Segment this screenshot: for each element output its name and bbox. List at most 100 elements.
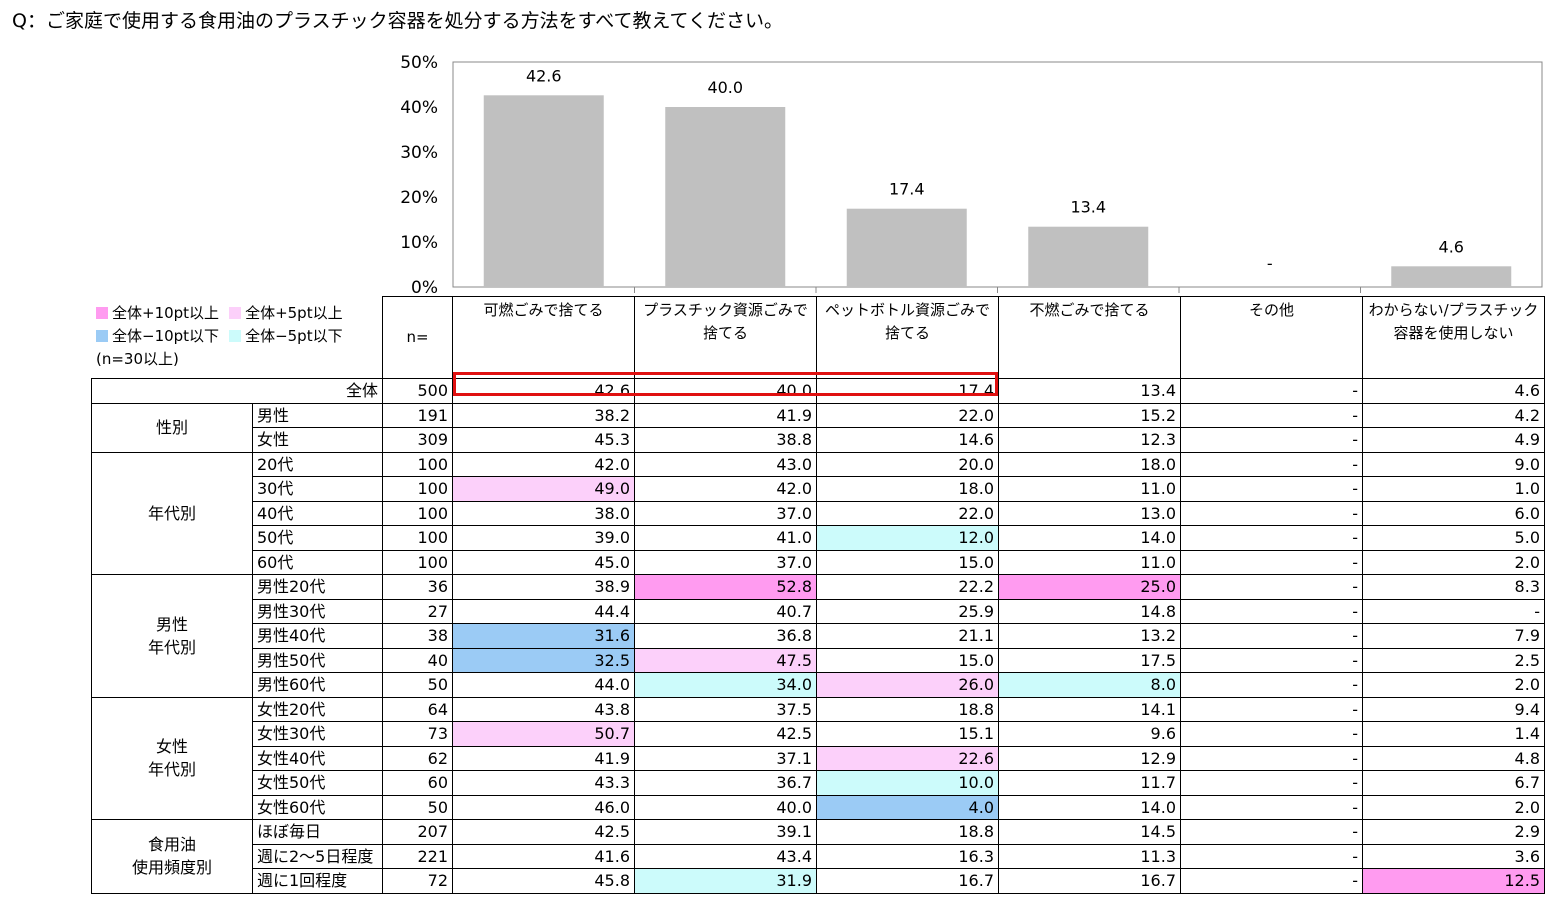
group-label: 年代別 — [91, 451, 253, 575]
column-header: その他 — [1180, 296, 1363, 379]
value-cell: 2.5 — [1362, 647, 1545, 673]
value-cell: 1.4 — [1362, 721, 1545, 747]
row-label: 女性60代 — [252, 794, 383, 820]
n-cell: 50 — [382, 794, 453, 820]
value-cell: 37.1 — [634, 745, 817, 771]
value-cell: 46.0 — [452, 794, 635, 820]
bar — [483, 95, 604, 287]
value-cell: 7.9 — [1362, 623, 1545, 649]
bar — [846, 208, 967, 287]
data-label: 17.4 — [889, 180, 925, 199]
value-cell: 9.0 — [1362, 451, 1545, 477]
table-row: 女性50代 60 43.3 36.7 10.0 11.7-6.7 — [92, 770, 1545, 796]
value-cell: 17.5 — [998, 647, 1181, 673]
value-cell: - — [1180, 476, 1363, 502]
row-label: 全体 — [91, 378, 383, 404]
row-label: 女性30代 — [252, 721, 383, 747]
value-cell: 25.9 — [816, 598, 999, 624]
row-label: 男性60代 — [252, 672, 383, 698]
value-cell: 3.6 — [1362, 843, 1545, 869]
value-cell: 14.0 — [998, 794, 1181, 820]
value-cell: - — [1180, 574, 1363, 600]
value-cell: 22.6 — [816, 745, 999, 771]
table-row: 男性60代 50 44.0 34.0 26.0 8.0-2.0 — [92, 672, 1545, 698]
n-cell: 100 — [382, 476, 453, 502]
value-cell: 39.0 — [452, 525, 635, 551]
table-row: 性別 男性 191 38.2 41.9 22.0 15.2-4.2 — [91, 402, 1545, 453]
value-cell: 40.7 — [634, 598, 817, 624]
value-cell: - — [1180, 500, 1363, 526]
value-cell: 42.5 — [634, 721, 817, 747]
value-cell: 32.5 — [452, 647, 635, 673]
value-cell: - — [1180, 794, 1363, 820]
n-cell: 191 — [382, 402, 453, 428]
n-cell: 73 — [382, 721, 453, 747]
value-cell: 18.0 — [816, 476, 999, 502]
value-cell: 52.8 — [634, 574, 817, 600]
value-cell: - — [1180, 623, 1363, 649]
value-cell: 43.3 — [452, 770, 635, 796]
value-cell: 13.4 — [998, 378, 1181, 404]
value-cell: 42.0 — [634, 476, 817, 502]
value-cell: 14.5 — [998, 819, 1181, 845]
row-label: 30代 — [252, 476, 383, 502]
value-cell: 6.0 — [1362, 500, 1545, 526]
value-cell: - — [1180, 696, 1363, 722]
row-label: ほぼ毎日 — [252, 819, 383, 845]
value-cell: 44.4 — [452, 598, 635, 624]
value-cell: - — [1362, 598, 1545, 624]
column-header: プラスチック資源ごみで捨てる — [634, 296, 817, 379]
value-cell: 11.7 — [998, 770, 1181, 796]
value-cell: 5.0 — [1362, 525, 1545, 551]
data-label: 13.4 — [1070, 198, 1106, 217]
crosstab-table: n= 可燃ごみで捨てる プラスチック資源ごみで捨てる ペットボトル資源ごみで捨てる 不燃… — [91, 296, 1545, 894]
table-row: 男性 年代別 男性20代 36 38.9 52.8 22.2 25.0-8.3 — [91, 574, 1545, 698]
n-cell: 100 — [382, 549, 453, 575]
value-cell: 31.9 — [634, 868, 817, 894]
value-cell: 38.9 — [452, 574, 635, 600]
row-label: 男性30代 — [252, 598, 383, 624]
value-cell: 2.0 — [1362, 549, 1545, 575]
value-cell: 22.0 — [816, 402, 999, 428]
value-cell: - — [1180, 525, 1363, 551]
group-label: 男性 年代別 — [91, 574, 253, 698]
n-cell: 27 — [382, 598, 453, 624]
value-cell: 16.7 — [816, 868, 999, 894]
data-label: 4.6 — [1439, 237, 1464, 256]
value-cell: 10.0 — [816, 770, 999, 796]
y-tick-label: 20% — [400, 188, 438, 208]
value-cell: 16.7 — [998, 868, 1181, 894]
table-row: 年代別 20代 100 42.0 43.0 20.0 18.0-9.0 — [91, 451, 1545, 575]
table-row: 週に2～5日程度 221 41.6 43.4 16.3 11.3-3.6 — [92, 843, 1545, 869]
value-cell: 12.9 — [998, 745, 1181, 771]
table-row: 男性40代 38 31.6 36.8 21.1 13.2-7.9 — [92, 623, 1545, 649]
value-cell: 22.2 — [816, 574, 999, 600]
value-cell: 36.7 — [634, 770, 817, 796]
row-label: 女性40代 — [252, 745, 383, 771]
n-cell: 100 — [382, 451, 453, 477]
n-cell: 62 — [382, 745, 453, 771]
value-cell: - — [1180, 770, 1363, 796]
n-cell: 207 — [382, 819, 453, 845]
value-cell: 37.5 — [634, 696, 817, 722]
n-cell: 500 — [382, 378, 453, 404]
column-header: 可燃ごみで捨てる — [452, 296, 635, 379]
table-row: 女性40代 62 41.9 37.1 22.6 12.9-4.8 — [92, 745, 1545, 771]
row-label: 男性40代 — [252, 623, 383, 649]
n-cell: 38 — [382, 623, 453, 649]
group-label: 食用油 使用頻度別 — [91, 819, 253, 894]
column-header: ペットボトル資源ごみで捨てる — [816, 296, 999, 379]
value-cell: 20.0 — [816, 451, 999, 477]
value-cell: 38.2 — [452, 402, 635, 428]
value-cell: 4.9 — [1362, 427, 1545, 453]
n-cell: 40 — [382, 647, 453, 673]
value-cell: 18.0 — [998, 451, 1181, 477]
column-header: 不燃ごみで捨てる — [998, 296, 1181, 379]
value-cell: 39.1 — [634, 819, 817, 845]
value-cell: 31.6 — [452, 623, 635, 649]
value-cell: 25.0 — [998, 574, 1181, 600]
row-label: 50代 — [252, 525, 383, 551]
value-cell: 13.0 — [998, 500, 1181, 526]
value-cell: 42.6 — [452, 378, 635, 404]
table-row: 週に1回程度 72 45.8 31.9 16.7 16.7-12.5 — [92, 868, 1545, 894]
